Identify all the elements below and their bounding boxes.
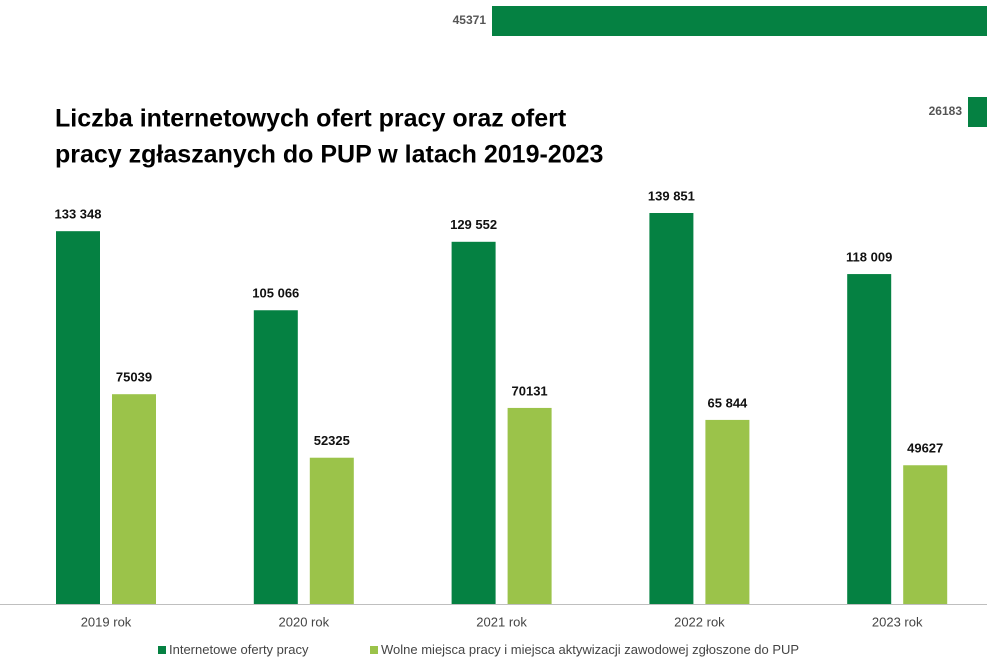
x-tick-label: 2021 rok: [476, 614, 527, 629]
bar: [649, 213, 694, 604]
legend-label: Wolne miejsca pracy i miejsca aktywizacj…: [381, 642, 799, 657]
value-label: 65 844: [708, 395, 749, 410]
bar: [492, 6, 987, 36]
legend-swatch: [370, 646, 378, 654]
bar: [968, 97, 987, 127]
chart-title: pracy zgłaszanych do PUP w latach 2019-2…: [55, 141, 603, 169]
value-label: 118 009: [846, 250, 892, 265]
value-label: 26183: [929, 104, 963, 118]
x-tick-label: 2019 rok: [81, 614, 132, 629]
value-label: 75039: [116, 370, 152, 385]
legend-label: Internetowe oferty pracy: [169, 642, 309, 657]
value-label: 45371: [453, 13, 487, 27]
bar: [507, 407, 552, 604]
bar: [847, 274, 892, 604]
legend-swatch: [158, 646, 166, 654]
bar: [451, 241, 496, 604]
value-label: 70131: [512, 383, 548, 398]
bar: [112, 394, 156, 604]
bar: [56, 231, 100, 604]
value-label: 49627: [907, 441, 943, 456]
x-tick-label: 2020 rok: [279, 614, 330, 629]
value-label: 129 552: [450, 217, 497, 232]
x-tick-label: 2022 rok: [674, 614, 725, 629]
value-label: 139 851: [648, 188, 695, 203]
bar: [253, 310, 298, 604]
value-label: 105 066: [252, 286, 299, 301]
bar: [309, 457, 354, 604]
bar: [705, 419, 750, 604]
value-label: 52325: [314, 433, 350, 448]
x-tick-label: 2023 rok: [872, 614, 923, 629]
bar: [903, 465, 948, 604]
value-label: 133 348: [55, 207, 102, 222]
chart-title: Liczba internetowych ofert pracy oraz of…: [55, 105, 567, 133]
